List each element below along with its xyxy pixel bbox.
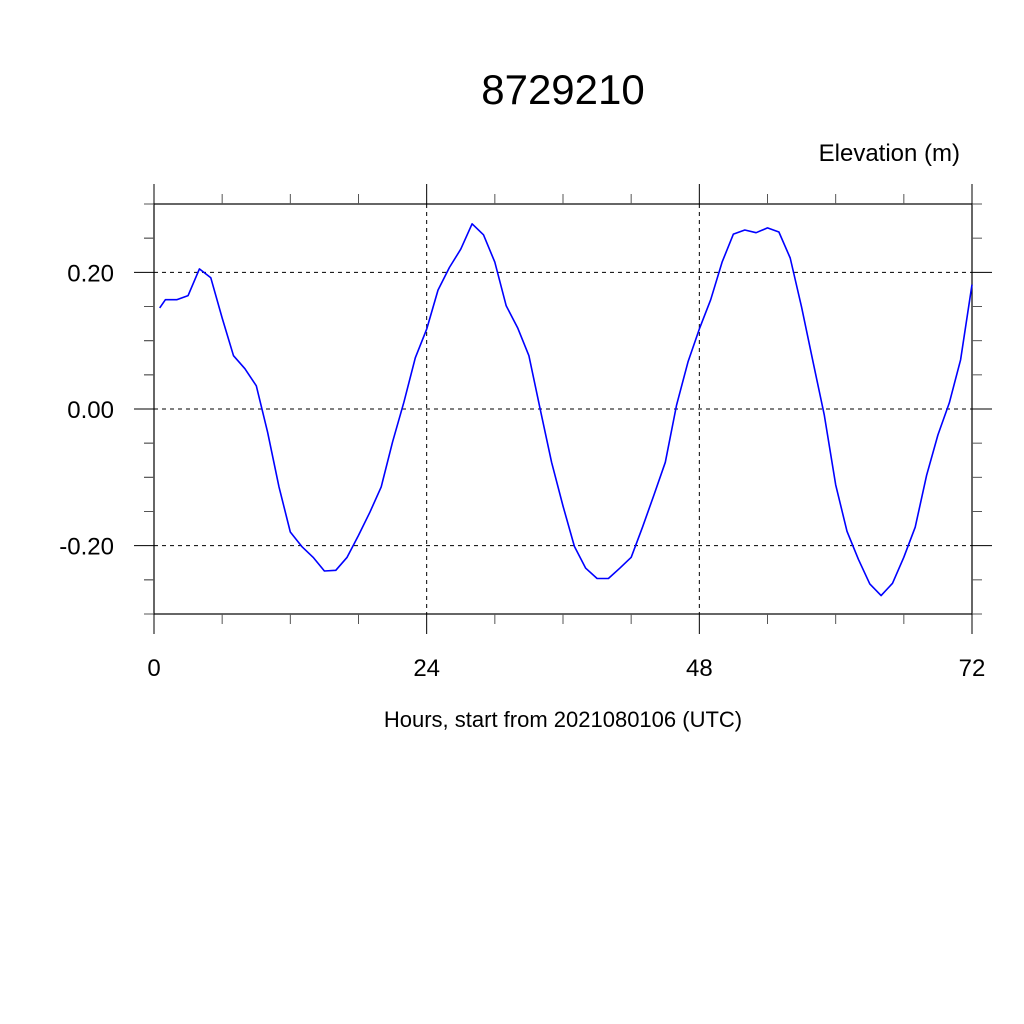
y-tick-label: 0.00 <box>67 397 114 424</box>
x-tick-label: 48 <box>686 655 713 682</box>
y-tick-label: 0.20 <box>67 260 114 287</box>
y-tick-label: -0.20 <box>59 534 114 561</box>
x-tick-label: 72 <box>959 655 986 682</box>
x-tick-label: 24 <box>413 655 440 682</box>
x-tick-label: 0 <box>147 655 160 682</box>
elevation-series-line <box>159 223 973 597</box>
y-axis-label: Elevation (m) <box>818 140 960 167</box>
chart-title: 8729210 <box>481 66 645 113</box>
x-axis-label: Hours, start from 2021080106 (UTC) <box>383 707 743 732</box>
